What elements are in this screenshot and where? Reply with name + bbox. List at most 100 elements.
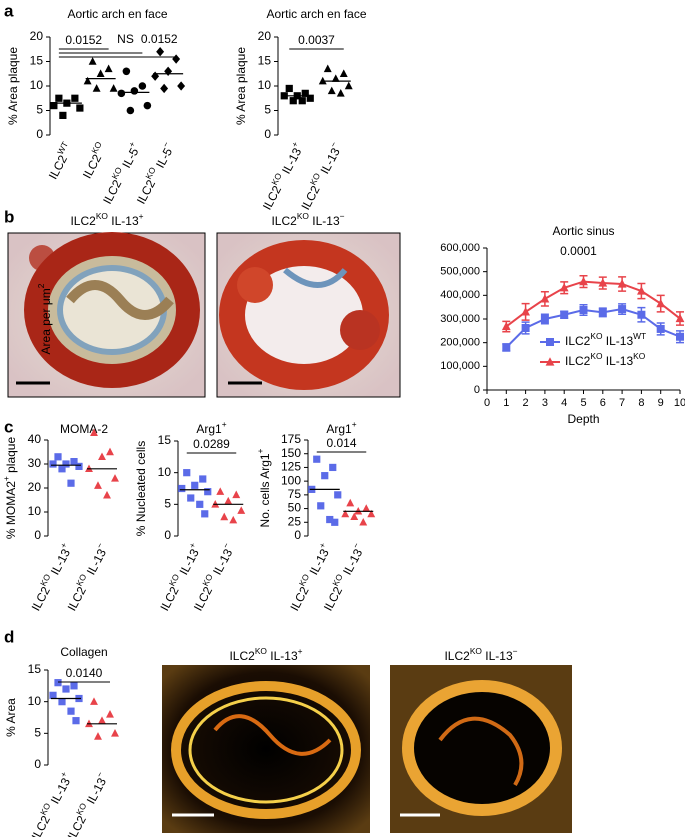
text-part: IL-13 — [267, 649, 298, 663]
chart-subtitle: 0.0001 — [560, 244, 597, 258]
marker — [98, 716, 106, 724]
marker — [111, 474, 119, 482]
marker — [72, 717, 80, 725]
marker — [331, 518, 339, 526]
y-axis-group: 0 5 10 15 — [28, 662, 49, 771]
marker — [618, 305, 627, 314]
superscript: + — [187, 541, 198, 550]
series-line — [505, 280, 681, 328]
text-part: IL-13 — [209, 546, 236, 580]
marker — [104, 64, 113, 73]
marker — [187, 494, 195, 502]
marker — [331, 74, 340, 82]
image-title: ILC2KO IL-13+ — [229, 646, 302, 663]
text-part: IL-13 — [108, 214, 139, 228]
superscript: − — [220, 541, 231, 550]
significance-label: NS — [117, 32, 134, 46]
micrograph — [216, 232, 401, 398]
superscript: − — [94, 541, 105, 550]
marker — [49, 460, 57, 468]
superscript: KO — [633, 351, 646, 361]
marker — [94, 732, 102, 740]
x-tick-label: 7 — [619, 397, 625, 409]
x-tick-label: ILC2WT — [43, 140, 76, 182]
superscript: + — [317, 541, 328, 550]
marker — [617, 279, 627, 288]
text-part: ILC2 — [29, 813, 53, 837]
marker — [103, 490, 111, 499]
superscript: 2 — [36, 283, 46, 288]
significance-label: 0.0152 — [65, 33, 102, 47]
marker — [521, 323, 530, 332]
chart-title: MOMA-2 — [60, 422, 108, 436]
y-tick-label: 5 — [36, 103, 43, 117]
marker — [637, 286, 646, 295]
chart-title: Aortic sinus — [552, 224, 614, 238]
marker — [321, 472, 329, 480]
text-part: ILC2 — [70, 214, 96, 228]
y-tick-label: 5 — [264, 103, 271, 117]
marker — [656, 324, 665, 333]
text-part: Area per μm — [39, 288, 53, 354]
y-tick-label: 200,000 — [440, 337, 480, 349]
superscript: − — [160, 140, 171, 149]
marker — [637, 310, 646, 319]
marker — [579, 306, 588, 315]
marker — [346, 498, 355, 507]
y-tick-label: 10 — [30, 78, 44, 92]
marker — [62, 460, 70, 468]
marker — [130, 87, 139, 95]
marker — [329, 463, 337, 472]
chart-title: Aortic arch en face — [266, 7, 366, 21]
marker — [49, 691, 57, 699]
marker — [75, 462, 83, 470]
superscript: + — [222, 419, 227, 429]
image-title: ILC2KO IL-13− — [271, 211, 344, 228]
text-part: IL-13 — [316, 145, 343, 179]
marker — [362, 504, 371, 512]
marker — [196, 500, 204, 508]
x-tick-label: ILC2KO IL-13+ — [26, 770, 75, 837]
marker — [560, 310, 569, 319]
marker — [237, 506, 246, 514]
text-part: ILC2 — [229, 649, 255, 663]
marker — [160, 83, 169, 94]
x-tick-label: 2 — [523, 397, 529, 409]
marker — [201, 510, 209, 518]
marker — [675, 313, 685, 323]
chart-title: Collagen — [60, 645, 107, 659]
x-tick-label: ILC2KO IL-5− — [131, 140, 177, 207]
panel-label: a — [4, 1, 14, 20]
y-axis-label: No. cells Arg1+ — [255, 448, 272, 527]
text-part: ILC2 — [100, 177, 124, 206]
superscript: − — [513, 646, 518, 656]
text-part: ILC2 — [321, 584, 345, 613]
marker — [559, 282, 569, 292]
marker — [92, 84, 101, 92]
marker — [96, 69, 105, 77]
marker — [232, 490, 241, 499]
image-title: ILC2KO IL-13+ — [70, 211, 143, 228]
y-tick-label: 125 — [281, 460, 301, 474]
marker — [313, 455, 321, 463]
y-axis-label: % Area plaque — [234, 47, 248, 125]
text-part: IL-5 — [118, 145, 142, 173]
marker — [177, 81, 186, 91]
text-part: % MOMA2 — [4, 481, 18, 539]
marker — [76, 104, 84, 112]
marker — [111, 729, 119, 737]
y-tick-label: 20 — [30, 29, 44, 43]
text-part: ILC2 — [271, 214, 297, 228]
y-axis-group: 0 10 20 30 40 — [28, 432, 49, 542]
text-part: ILC2 — [565, 334, 591, 348]
text-part: IL-13 — [278, 145, 305, 179]
text-part: IL-13 — [82, 546, 109, 580]
significance-label: 0.0140 — [66, 666, 103, 680]
y-tick-label: 400,000 — [440, 289, 480, 301]
marker — [67, 479, 75, 487]
superscript: + — [127, 140, 138, 149]
text-part: IL-13 — [602, 334, 633, 348]
marker — [55, 94, 63, 102]
superscript: KO — [255, 646, 268, 656]
